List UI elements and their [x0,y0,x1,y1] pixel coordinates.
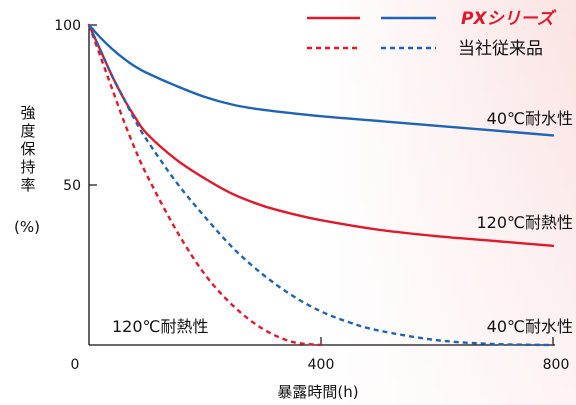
x-axis-label: 暴露時間(h) [277,383,358,401]
series-line-4 [87,24,554,347]
axes: 50 100 0 400 800 [54,18,569,373]
legend-label: 当社従来品 [458,39,543,59]
y-tick-label: 100 [54,18,81,34]
curve-label: 120℃耐熱性 [112,317,209,336]
curve-label: 40℃耐水性 [487,109,573,128]
series-line-3 [87,24,322,347]
x-tick-label: 0 [71,357,80,373]
series-layer [87,23,555,347]
y-axis-unit: (%) [14,218,40,236]
x-tick-label: 400 [308,357,335,373]
curve-label: 120℃耐熱性 [476,213,573,232]
curve-label: 40℃耐水性 [487,317,573,336]
x-tick-label: 800 [543,357,570,373]
y-axis-label: 強度保持率 [20,104,35,194]
series-line-1 [87,23,555,137]
series-line-2 [87,23,555,247]
y-tick-label: 50 [63,178,81,194]
legend-label: PXシリーズ [461,9,557,29]
annotations: 40℃耐水性 120℃耐熱性 40℃耐水性 120℃耐熱性 [112,109,573,336]
